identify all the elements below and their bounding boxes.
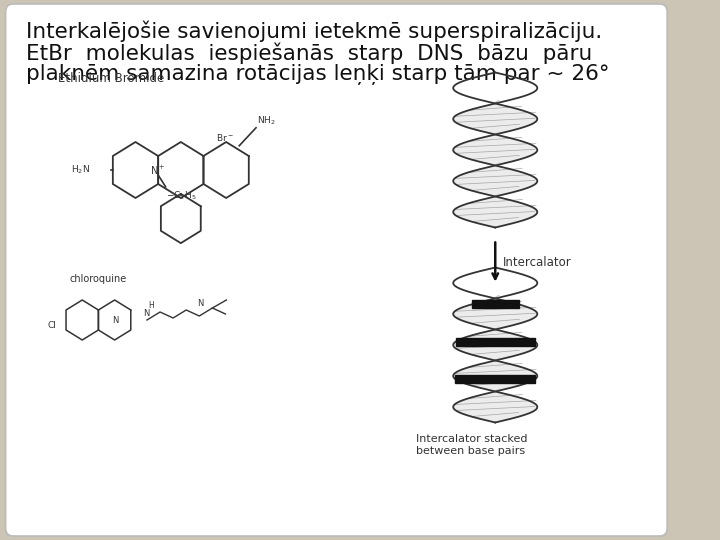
Bar [456, 338, 535, 346]
Polygon shape [453, 165, 537, 197]
Text: N: N [197, 299, 204, 308]
Text: N: N [112, 316, 119, 325]
Polygon shape [453, 103, 537, 134]
Polygon shape [453, 329, 537, 360]
Text: H$_2$N: H$_2$N [71, 164, 91, 176]
Text: NH$_2$: NH$_2$ [257, 114, 276, 127]
Bar [455, 375, 536, 383]
FancyBboxPatch shape [6, 4, 667, 536]
Text: Intercalator: Intercalator [503, 255, 572, 268]
Polygon shape [453, 298, 537, 329]
Text: H: H [148, 301, 153, 310]
Polygon shape [453, 392, 537, 422]
Text: N: N [143, 309, 150, 318]
Text: Ethidium Bromide: Ethidium Bromide [58, 72, 164, 85]
Text: plaknēm samazina rotācijas leņķi starp tām par ~ 26°: plaknēm samazina rotācijas leņķi starp t… [26, 64, 610, 85]
Text: Cl: Cl [48, 321, 57, 330]
Text: Intercalator stacked
between base pairs: Intercalator stacked between base pairs [416, 435, 527, 456]
Polygon shape [453, 134, 537, 165]
Text: N$^+$: N$^+$ [150, 164, 166, 177]
Polygon shape [453, 197, 537, 227]
Text: EtBr  molekulas  iespiešanās  starp  DNS  bāzu  pāru: EtBr molekulas iespiešanās starp DNS bāz… [26, 42, 593, 64]
Polygon shape [453, 360, 537, 392]
Bar [472, 300, 519, 308]
Text: chloroquine: chloroquine [70, 274, 127, 284]
Text: Br$^-$: Br$^-$ [216, 132, 234, 143]
Text: $-$C$_2$H$_5$: $-$C$_2$H$_5$ [166, 190, 196, 202]
Text: Interkalējošie savienojumi ietekmē superspiralizāciju.: Interkalējošie savienojumi ietekmē super… [26, 20, 603, 42]
